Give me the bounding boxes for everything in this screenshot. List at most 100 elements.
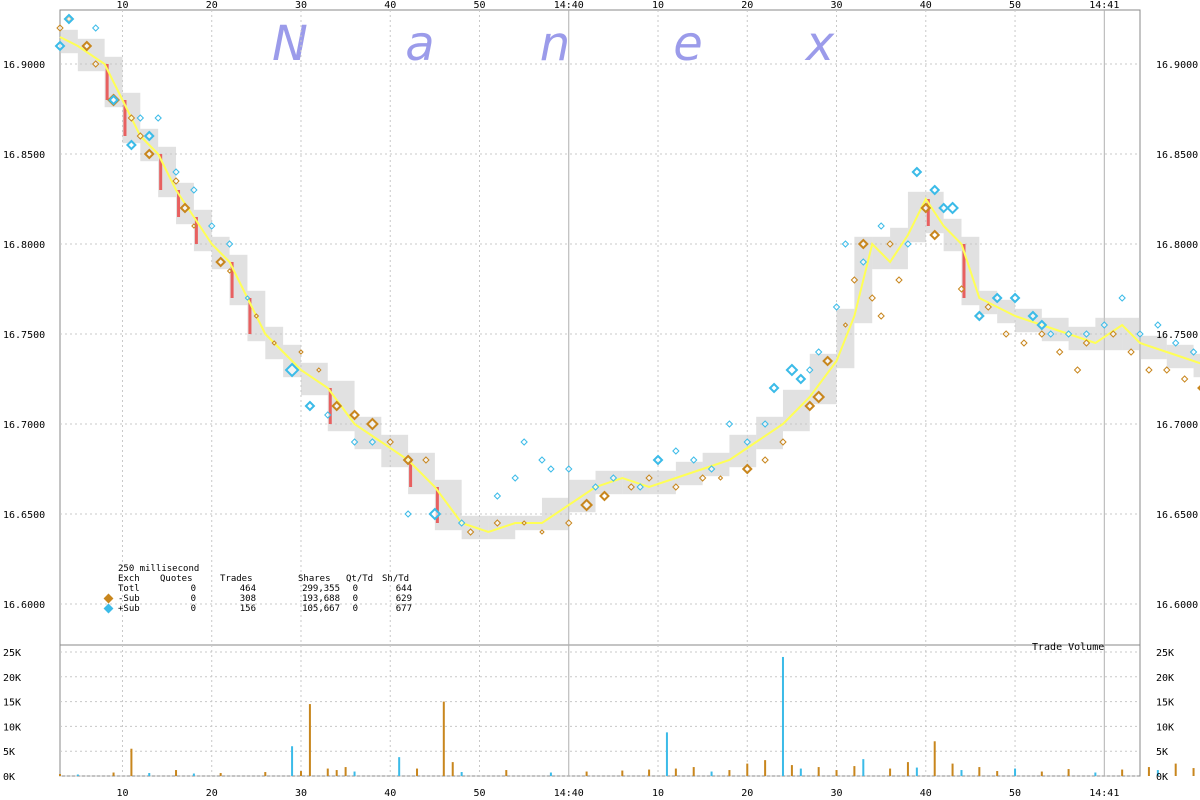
plus-sub-trade [190, 186, 198, 194]
volume-bar [76, 774, 79, 776]
plus-sub-trade [1154, 321, 1162, 329]
minus-sub-trade [1073, 366, 1082, 374]
volume-bar [326, 768, 329, 776]
x-tick-label-bottom: 50 [1009, 788, 1021, 799]
volume-bar [710, 771, 713, 776]
x-tick-label-top: 10 [652, 0, 664, 11]
volume-tick-label-right: 5K [1156, 747, 1168, 758]
stats-header-quotes: Quotes [160, 574, 193, 584]
price-tick-label-left: 16.6000 [3, 600, 45, 611]
axis-labels: 10 10 20 20 30 30 40 40 50 50 14:40 14:40 10 10 20 20 30… [3, 0, 1198, 799]
plus-sub-trade [63, 13, 75, 25]
stats-header-shares: Shares [298, 574, 331, 584]
quote-line [59, 36, 1200, 534]
volume-bar [335, 770, 338, 776]
volume-bar [59, 774, 61, 776]
price-tick-label-right: 16.7500 [1156, 330, 1198, 341]
plus-sub-trade [1082, 330, 1091, 338]
plus-sub-trade [1118, 294, 1126, 302]
minus-sub-trade [521, 520, 527, 526]
volume-bar [799, 768, 802, 776]
minus-sub-trade [877, 312, 885, 320]
x-tick-label-top: 14:40 [554, 0, 584, 11]
plus-sub-trade [761, 420, 769, 428]
minus-sub-trade [1055, 348, 1064, 356]
plus-sub-trade [841, 240, 850, 248]
plus-sub-trade [538, 456, 546, 464]
minus-sub-trade [599, 490, 610, 502]
plus-sub-trade [324, 411, 332, 419]
stats-shares: 299,355 [302, 584, 340, 594]
volume-tick-label-left: 5K [3, 747, 15, 758]
stats-qttd: 0 [352, 594, 358, 604]
price-tick-label-left: 16.9000 [3, 60, 45, 71]
plus-sub-trade [1009, 292, 1021, 304]
minus-sub-trade [179, 202, 191, 214]
stats-qttd: 0 [352, 604, 358, 614]
volume-bar [996, 771, 999, 776]
volume-bar [1094, 772, 1097, 776]
volume-bar [451, 762, 454, 776]
volume-bar [951, 763, 954, 776]
volume-bar [1067, 769, 1070, 776]
volume-bar [906, 762, 909, 776]
minus-sub-trade [493, 519, 502, 527]
minus-sub-trade [698, 474, 707, 482]
plus-sub-trade [929, 184, 941, 196]
minus-sub-trade [779, 438, 787, 446]
plus-sub-trade [859, 258, 868, 266]
minus-sub-trade [627, 483, 635, 491]
stats-quotes: 0 [190, 584, 196, 594]
minus-sub-trade [422, 456, 430, 464]
volume-bar [505, 770, 508, 776]
price-tick-label-left: 16.7500 [3, 330, 45, 341]
plus-sub-trade [725, 420, 734, 428]
quote-drop [177, 190, 181, 217]
chart-grid [59, 9, 1141, 777]
volume-bar [933, 741, 936, 776]
price-tick-label-right: 16.6500 [1156, 510, 1198, 521]
minus-sub-trade [741, 463, 753, 475]
stats-trades: 308 [239, 594, 256, 604]
plus-sub-trade [795, 373, 807, 385]
plus-sub-trade [493, 492, 502, 500]
watermark-letter: e [673, 16, 703, 72]
minus-sub-trade [1163, 366, 1171, 374]
plus-sub-trade [1136, 330, 1144, 338]
plus-sub-trade [54, 40, 66, 52]
volume-bar [853, 766, 856, 776]
stats-header-shtd: Sh/Td [382, 574, 410, 584]
plus-sub-trade [785, 363, 799, 377]
minus-sub-trade [253, 313, 260, 319]
x-tick-label-top: 20 [741, 0, 753, 11]
volume-bar [978, 767, 981, 776]
volume-bar [915, 767, 918, 776]
plus-sub-trade [565, 465, 573, 473]
quote-spread [1193, 353, 1200, 378]
volume-bar [862, 759, 865, 776]
plus-sub-trade [547, 465, 555, 473]
volume-tick-label-right: 10K [1156, 722, 1174, 733]
plus-sub-trade [244, 295, 251, 301]
volume-tick-label-left: 15K [3, 698, 21, 709]
stats-quotes: 0 [190, 604, 196, 614]
stats-shtd: 644 [395, 584, 412, 594]
volume-bar [130, 748, 133, 776]
stats-header-exch: Exch [118, 574, 140, 584]
plus-sub-trade [1064, 330, 1073, 338]
volume-bar [674, 768, 677, 776]
minus-sub-trade [191, 223, 197, 229]
x-tick-label-bottom: 20 [741, 788, 753, 799]
plus-sub-trade [350, 438, 359, 446]
stats-exch: +Sub [118, 604, 140, 614]
minus-sub-trade [386, 438, 394, 446]
minus-sub-trade [957, 285, 966, 293]
stats-quotes: 0 [190, 594, 196, 604]
x-tick-label-top: 40 [384, 0, 396, 11]
minus-sub-trade [929, 229, 941, 241]
minus-sub-trade [1180, 375, 1189, 383]
volume-bar [442, 701, 445, 776]
volume-bar [621, 770, 624, 776]
x-tick-label-top: 20 [206, 0, 218, 11]
volume-bar [1014, 768, 1017, 776]
